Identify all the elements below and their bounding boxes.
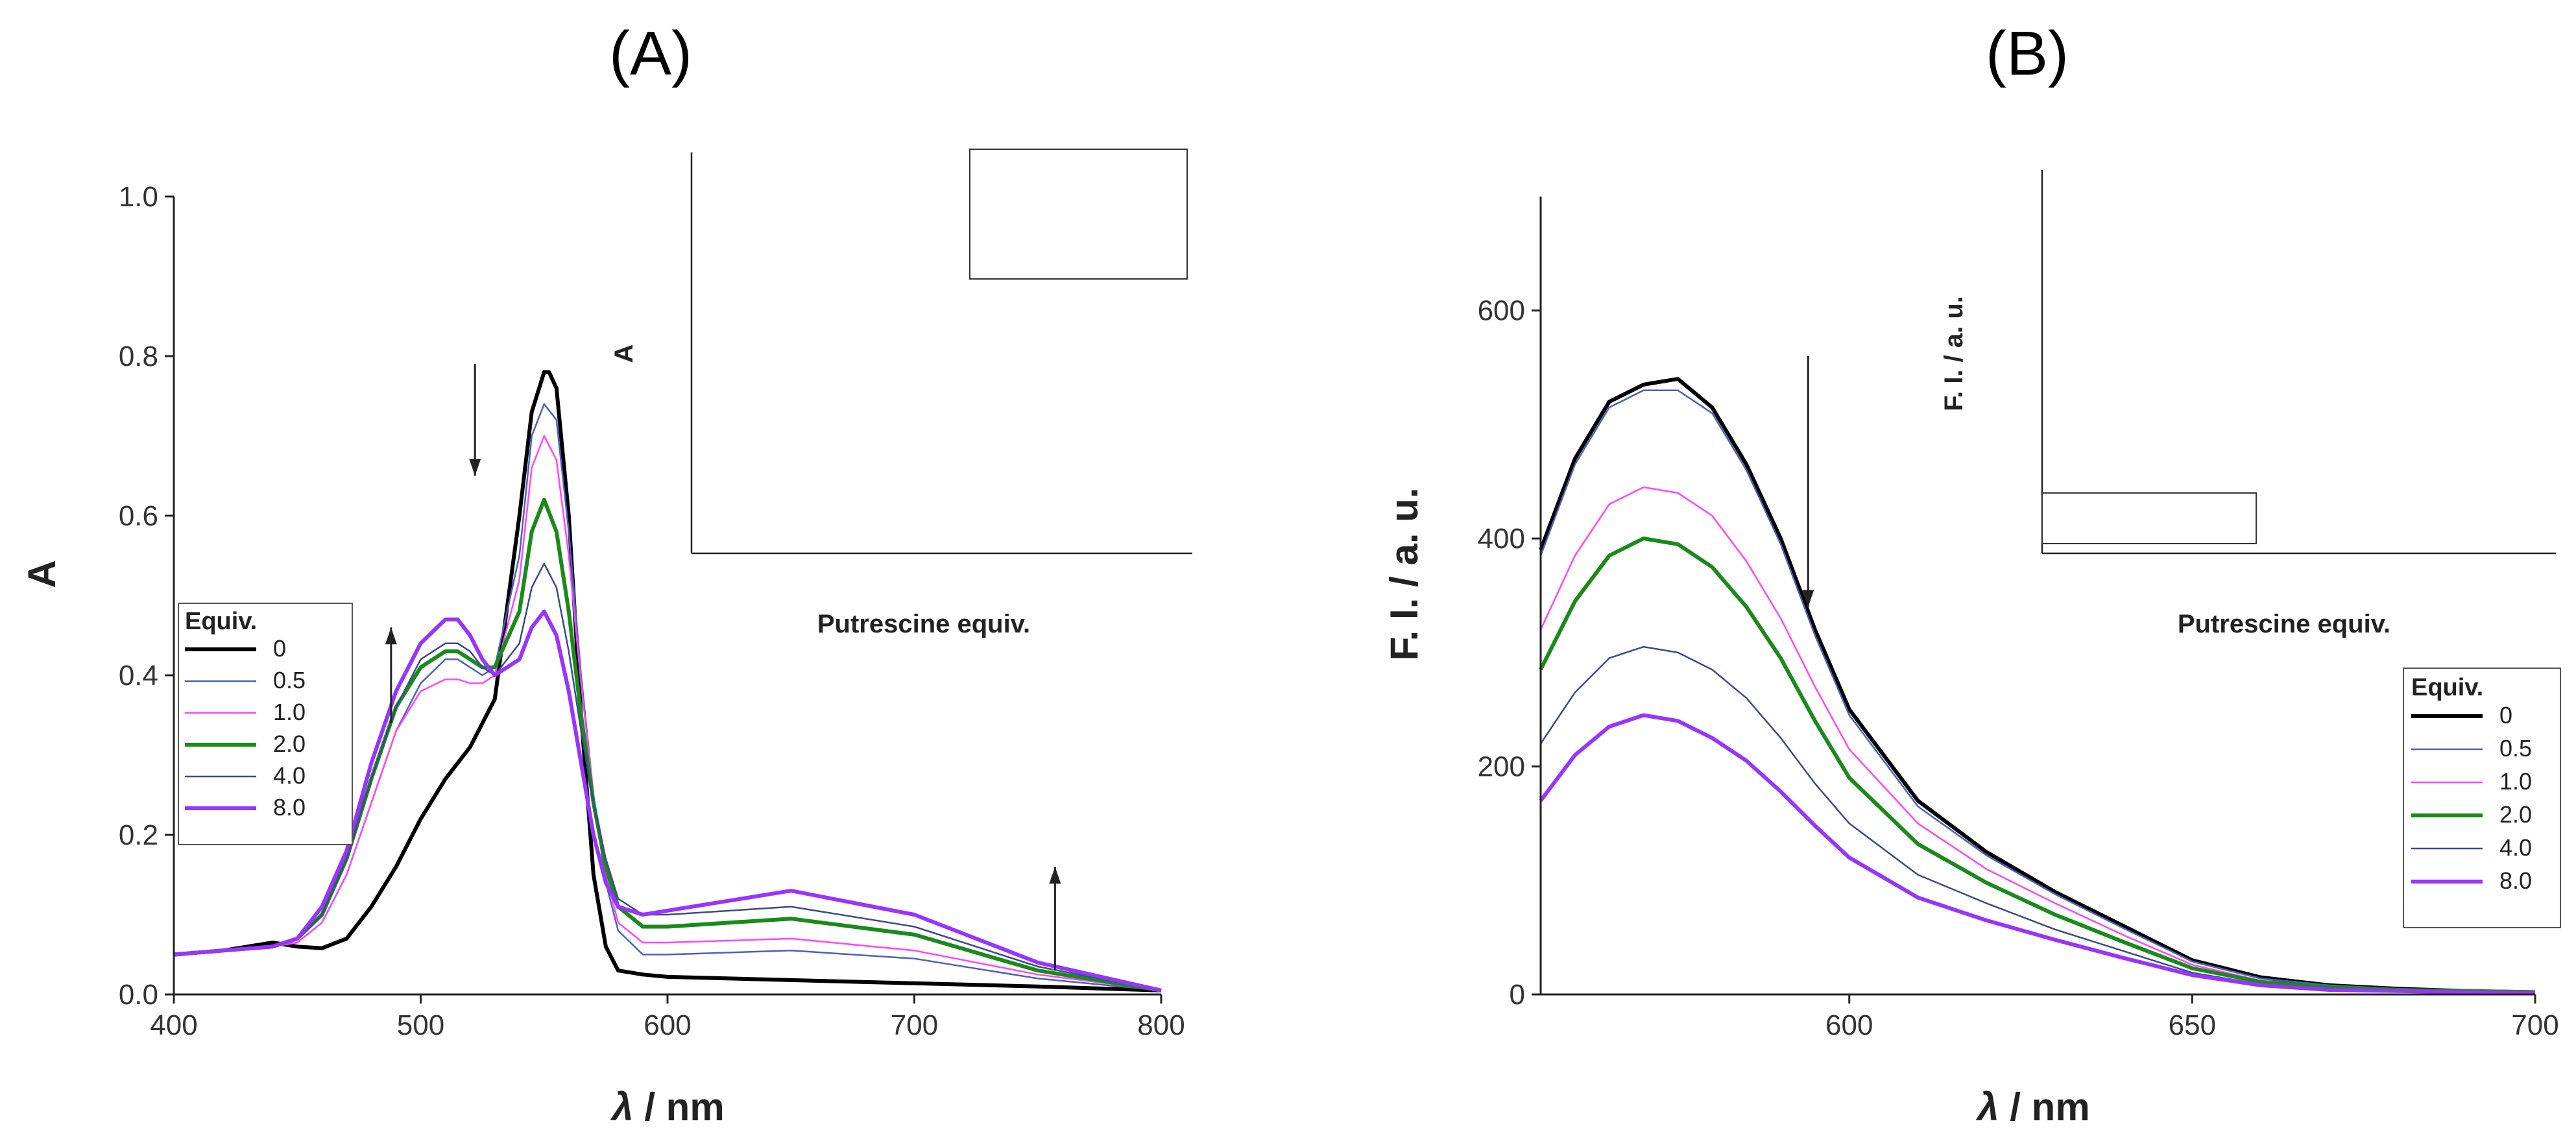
panel-b-arrow-head [1802,590,1814,607]
panel-a-inset-legend [969,149,1188,280]
panel-b-series-2-0 [1539,536,2536,994]
panel-b-inset: F. I. / a. u. Putrescine equiv. [1940,165,2569,638]
panel-b-x-tick-label: 600 [1825,1009,1873,1041]
panel-a-y-tick-label: 0.2 [119,819,158,851]
panel-b-legend-title: Equiv. [2411,674,2483,701]
panel-a-x-tick-label: 800 [1137,1009,1185,1041]
panel-b-legend: Equiv. 0 0.5 1.0 2.0 4.0 8.0 [2403,668,2561,928]
panel-b-x-tick-label: 650 [2169,1009,2216,1041]
panel-b-y-tick-label: 0 [1510,979,1525,1011]
panel-a-legend-label: 0.5 [273,667,306,693]
panel-a-legend-label: 4.0 [273,762,306,789]
panel-b-legend-label: 4.0 [2499,834,2532,861]
panel-b-legend-label: 0 [2499,702,2512,728]
panel-a-legend-label: 8.0 [273,794,306,821]
panel-b-x-tick-label: 700 [2511,1009,2558,1041]
panel-a-y-tick-label: 1.0 [119,181,158,213]
panel-b-y-tick-label: 400 [1478,523,1525,555]
panel-b-series-4-0 [1539,645,2536,994]
panel-b-label: (B) [1986,19,2069,88]
panel-a-arrow-head [385,627,397,645]
panel-a-arrow-head [469,459,481,476]
panel-b-y-axis-title: F. I. / a. u. [1382,488,1426,661]
panel-a-series-0 [173,370,1162,993]
panel-a-legend: Equiv. 0 0.5 1.0 2.0 4.0 8.0 [178,603,353,845]
panel-b-series-8-0 [1539,713,2536,996]
panel-a-x-tick-label: 400 [150,1009,197,1041]
panel-a-legend-label: 1.0 [273,699,306,725]
panel-b-inset-y-title: F. I. / a. u. [1940,296,1968,411]
panel-a-x-tick-label: 500 [397,1009,444,1041]
panel-a-arrow-head [1049,867,1061,884]
panel-b-legend-label: 1.0 [2499,768,2532,795]
panel-a-inset-x-title: Putrescine equiv. [817,610,1030,638]
panel-a-legend-title: Equiv. [185,608,257,635]
panel-a-y-tick-label: 0.0 [119,979,158,1011]
panel-b-inset-legend [2041,492,2257,544]
panel-a-y-tick-label: 0.8 [119,341,158,372]
panel-a-legend-label: 2.0 [273,730,306,757]
panel-b: 600 650 700 0 200 400 600 F. I. / a. u. λ / nm… [1382,165,2569,1129]
panel-a-x-tick-label: 600 [644,1009,691,1041]
panel-a-inset-y-title: A [610,344,638,363]
panel-b-series-0-5 [1539,389,2536,993]
panel-a-series-8-0 [173,609,1162,993]
panel-b-legend-label: 2.0 [2499,801,2532,828]
panel-a-inset: A Putrescine equiv. [610,149,1192,638]
panel-b-legend-label: 0.5 [2499,735,2532,762]
panel-a-y-axis-title: A [20,560,64,588]
panel-a-y-tick-label: 0.6 [119,500,158,532]
panel-b-x-axis-title: λ / nm [1975,1085,2089,1129]
panel-a-y-tick-label: 0.4 [119,660,158,692]
panel-a-x-tick-label: 700 [891,1009,938,1041]
panel-a: 400 500 600 700 800 0.0 0.2 0.4 0.6 0.8 1.0 A λ / … [20,149,1192,1129]
panel-b-legend-label: 8.0 [2499,867,2532,894]
panel-a-label: (A) [609,19,692,88]
panel-b-inset-x-title: Putrescine equiv. [2178,610,2390,638]
panel-a-series-1-0 [173,435,1162,992]
panel-b-y-tick-label: 200 [1478,751,1525,783]
panel-a-x-axis-title: λ / nm [610,1085,724,1129]
panel-b-y-tick-label: 600 [1478,295,1525,327]
panel-a-legend-label: 0 [273,635,286,662]
